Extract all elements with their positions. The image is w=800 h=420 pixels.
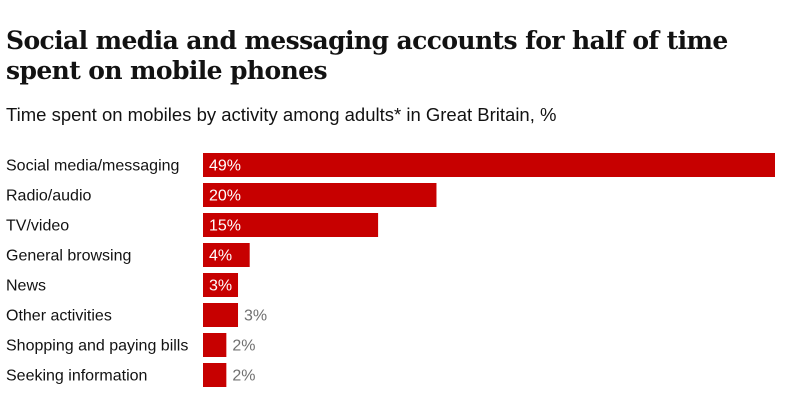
category-label: Seeking information <box>6 368 147 385</box>
value-label: 15% <box>209 218 241 235</box>
value-label: 3% <box>209 278 232 295</box>
bar-chart: Social media/messaging 49% Radio/audio 20% T… <box>6 153 775 387</box>
bar <box>203 243 250 267</box>
value-label: 49% <box>209 158 241 175</box>
category-label: Radio/audio <box>6 188 92 205</box>
category-label: News <box>6 278 46 295</box>
chart-subtitle: Time spent on mobiles by activity among … <box>6 104 557 125</box>
category-label: TV/video <box>6 218 69 235</box>
category-label: General browsing <box>6 248 131 265</box>
value-label: 2% <box>232 338 255 355</box>
bar <box>203 303 239 327</box>
bar <box>203 273 239 297</box>
value-label: 3% <box>244 308 267 325</box>
chart-title: Social media and messaging accounts for … <box>6 26 728 85</box>
value-label: 4% <box>209 248 232 265</box>
bar <box>203 183 437 207</box>
value-label: 2% <box>232 368 255 385</box>
category-label: Social media/messaging <box>6 158 179 175</box>
value-label: 20% <box>209 188 241 205</box>
bar <box>203 213 379 237</box>
category-label: Other activities <box>6 308 112 325</box>
bar <box>203 333 227 357</box>
category-label: Shopping and paying bills <box>6 338 188 355</box>
bar <box>203 363 227 387</box>
bar <box>203 153 775 177</box>
